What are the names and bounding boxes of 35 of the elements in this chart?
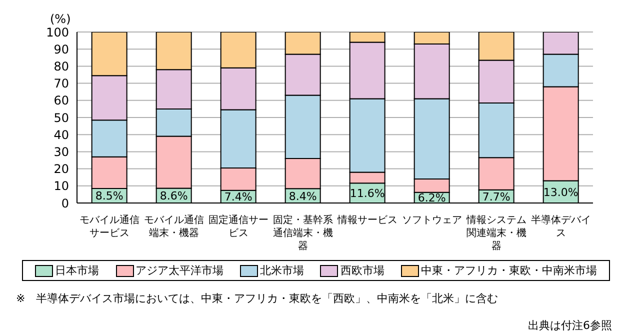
y-tick-label: 10: [54, 179, 69, 194]
data-label: 7.4%: [224, 190, 252, 204]
y-tick-label: 40: [54, 128, 69, 142]
x-tick-label: 半導体デバイス: [530, 214, 591, 239]
data-label: 8.5%: [95, 190, 124, 203]
legend-label: 日本市場: [55, 263, 100, 278]
data-label: 8.4%: [288, 190, 317, 203]
y-tick-label: 100: [46, 25, 69, 40]
x-tick-label: ソフトウェア: [402, 215, 462, 226]
y-axis-title: (%): [50, 12, 71, 26]
legend-label: アジア太平洋市場: [136, 263, 224, 278]
data-label: 6.2%: [418, 192, 446, 205]
x-tick-label: 情報システム関連端末・機器: [465, 214, 526, 252]
x-tick-label: モバイル通信サービス: [79, 214, 140, 239]
data-label: 8.6%: [160, 190, 188, 203]
text: ※ 半導体デバイス市場においては、中東・アフリカ・東欧を「西欧」、中南米を「北米」に含む: [15, 291, 500, 306]
x-tick-label: 固定通信サービス: [208, 214, 268, 239]
data-label: 7.7%: [482, 190, 510, 204]
y-tick-label: 60: [54, 94, 69, 108]
legend-label: 西欧市場: [340, 263, 384, 278]
y-tick-label: 70: [54, 76, 69, 91]
y-tick-label: 30: [54, 144, 69, 159]
y-tick-label: 80: [54, 59, 69, 74]
data-label: 11.6%: [350, 187, 385, 200]
y-tick-label: 90: [54, 42, 69, 56]
x-tick-label: モバイル通信端末・機器: [144, 214, 204, 239]
y-tick-label: 20: [54, 162, 69, 176]
text: 出典は付注6参照: [527, 318, 613, 333]
x-tick-label: 情報サービス: [336, 214, 398, 226]
x-tick-label: 固定・基幹系通信端末・機器: [272, 214, 333, 252]
legend-label: 北米市場: [260, 263, 304, 278]
y-tick-label: 0: [61, 196, 69, 210]
y-tick-label: 50: [54, 110, 69, 125]
data-label: 13.0%: [543, 186, 578, 199]
legend-label: 中東・アフリカ・東欧・中南米市場: [420, 263, 597, 278]
